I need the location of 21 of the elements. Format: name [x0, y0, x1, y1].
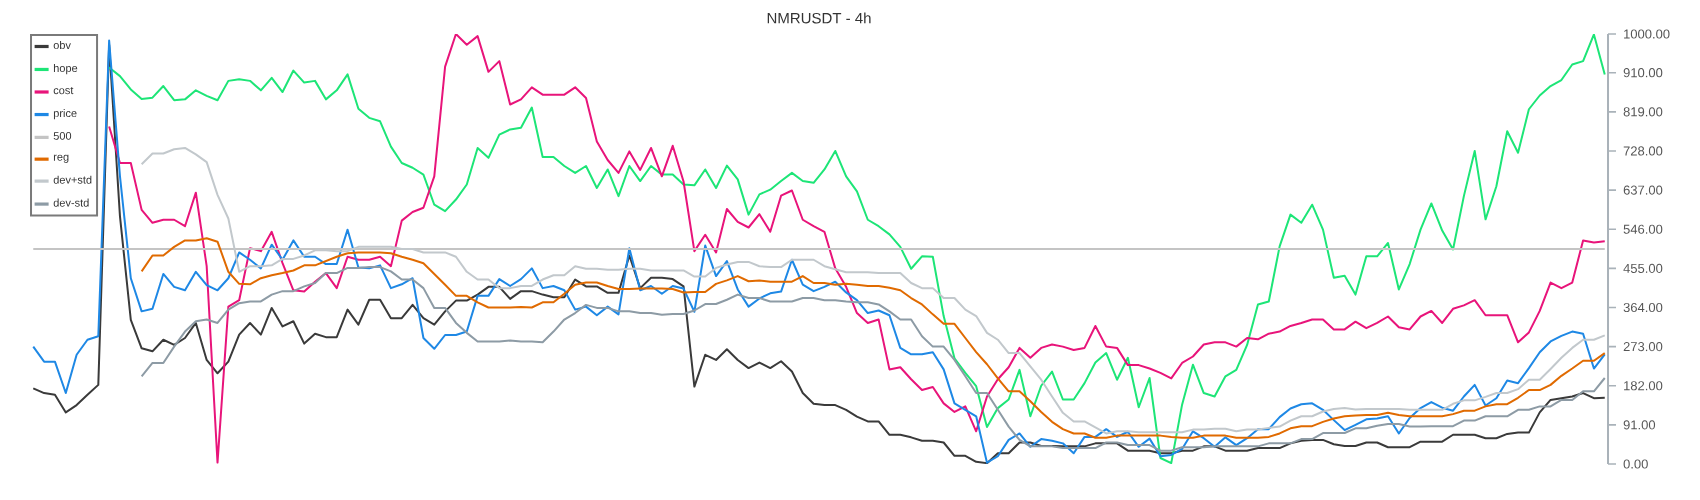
- y-tick-label: 273.00: [1623, 342, 1663, 352]
- y-tick-label: 728.00: [1623, 146, 1663, 156]
- legend-label: price: [53, 109, 77, 120]
- y-tick-label: 637.00: [1623, 185, 1663, 195]
- legend-label: obv: [53, 41, 71, 50]
- y-tick-label: 1000.00: [1624, 29, 1670, 39]
- y-tick-label: 546.00: [1623, 224, 1663, 234]
- y-tick-label: 455.00: [1623, 263, 1663, 273]
- legend-label: hope: [53, 63, 78, 75]
- y-tick-label: 364.00: [1623, 302, 1663, 313]
- y-tick-label: 819.00: [1623, 107, 1663, 117]
- y-tick-label: 910.00: [1623, 68, 1663, 78]
- legend-label: 500: [53, 132, 72, 140]
- legend-label: dev+std: [53, 175, 92, 184]
- y-tick-label: 0.00: [1623, 459, 1648, 469]
- y-tick-label: 182.00: [1624, 381, 1663, 391]
- legend-label: cost: [53, 86, 74, 95]
- y-tick-label: 91.00: [1623, 420, 1656, 430]
- chart-title: NMRUSDT - 4h: [767, 12, 871, 24]
- legend-label: reg: [53, 154, 69, 163]
- legend-label: dev-std: [53, 198, 89, 207]
